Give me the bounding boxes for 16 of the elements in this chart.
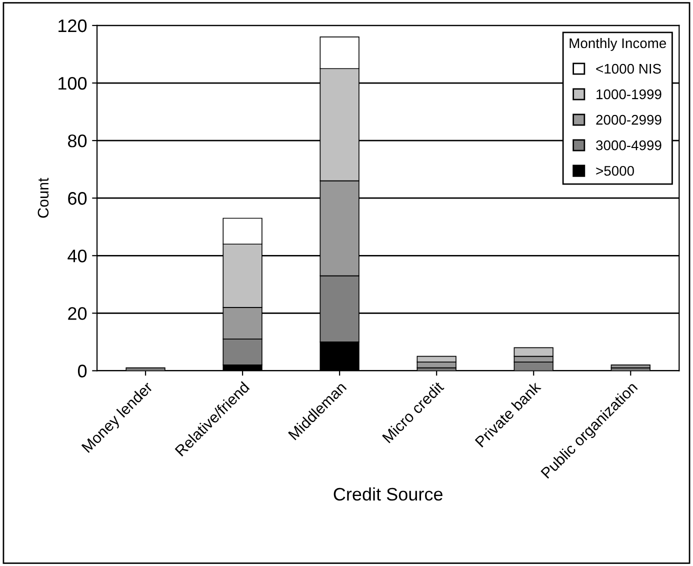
y-tick-label: 20: [68, 307, 87, 320]
legend-label: <1000 NIS: [596, 64, 661, 74]
y-tick-label: 120: [58, 19, 87, 32]
y-tick-label: 100: [58, 76, 87, 90]
y-axis-title: Count: [38, 178, 49, 218]
legend-label: 1000-1999: [596, 89, 662, 100]
legend-label: 2000-2999: [596, 114, 662, 125]
bar: [610, 364, 650, 368]
x-axis-title: Credit Source: [334, 487, 442, 501]
y-tick-label: 60: [68, 192, 87, 205]
legend-title: Monthly Income: [570, 38, 666, 51]
y-tick-label: 80: [68, 134, 87, 148]
legend-label: 3000-4999: [596, 140, 662, 150]
y-tick-label: 0: [78, 364, 87, 378]
y-tick-label: 40: [68, 250, 87, 262]
legend-label: >5000: [596, 166, 634, 176]
